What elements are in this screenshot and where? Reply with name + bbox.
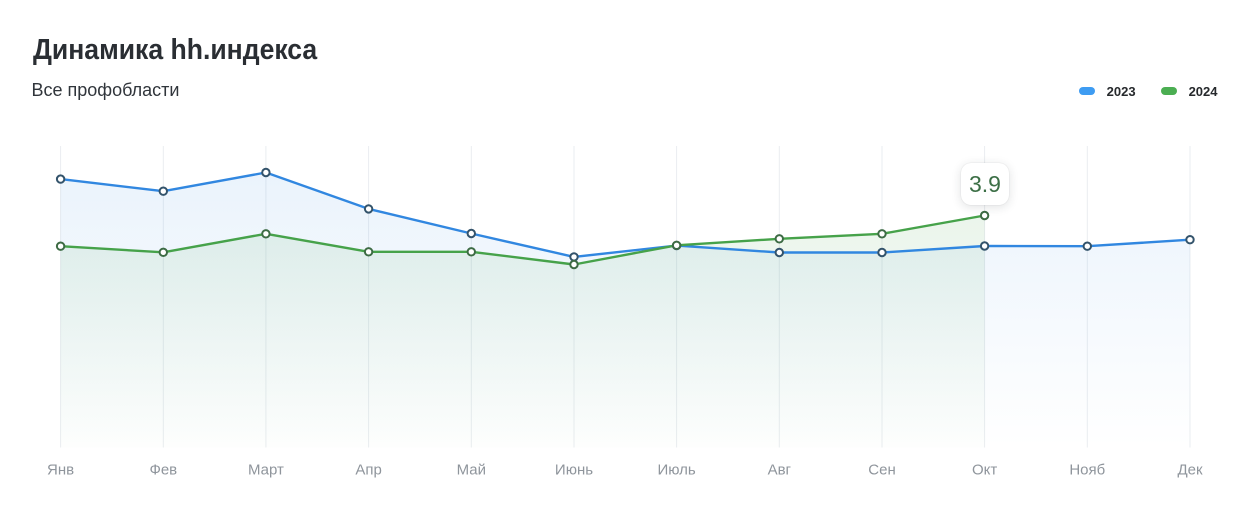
svg-text:Март: Март (248, 462, 284, 479)
svg-text:Июнь: Июнь (555, 462, 593, 479)
svg-text:Апр: Апр (355, 462, 381, 479)
svg-text:Окт: Окт (972, 462, 997, 479)
svg-text:Фев: Фев (149, 462, 177, 479)
svg-text:Сен: Сен (868, 462, 895, 479)
svg-text:Май: Май (457, 462, 486, 479)
svg-text:Янв: Янв (47, 462, 74, 479)
svg-text:Нояб: Нояб (1069, 462, 1105, 479)
svg-text:Дек: Дек (1177, 462, 1203, 479)
svg-text:Авг: Авг (768, 462, 792, 479)
svg-text:Июль: Июль (657, 462, 695, 479)
